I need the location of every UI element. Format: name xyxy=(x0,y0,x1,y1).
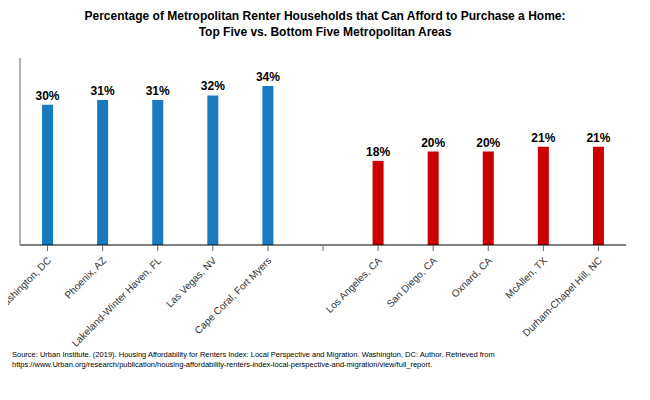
svg-text:20%: 20% xyxy=(421,136,445,150)
svg-text:Oxnard, CA: Oxnard, CA xyxy=(449,255,494,300)
svg-text:San Diego, CA: San Diego, CA xyxy=(384,255,439,310)
svg-text:Durham-Chapel Hill, NC: Durham-Chapel Hill, NC xyxy=(520,255,604,339)
svg-text:30%: 30% xyxy=(36,89,60,103)
svg-text:20%: 20% xyxy=(476,136,500,150)
svg-text:Lakeland-Winter Haven, FL: Lakeland-Winter Haven, FL xyxy=(70,255,164,349)
svg-text:32%: 32% xyxy=(201,79,225,93)
svg-text:Phoenix, AZ: Phoenix, AZ xyxy=(62,255,108,301)
html-text:https://www.Urban.org/research: https://www.Urban.org/research/publicati… xyxy=(12,360,433,369)
svg-text:31%: 31% xyxy=(146,84,170,98)
svg-text:21%: 21% xyxy=(531,131,555,145)
svg-text:Las Vegas, NV: Las Vegas, NV xyxy=(164,255,219,310)
svg-text:Los Angeles, CA: Los Angeles, CA xyxy=(324,255,384,315)
svg-text:Cape Coral, Fort Myers: Cape Coral, Fort Myers xyxy=(192,255,273,336)
svg-text:34%: 34% xyxy=(256,70,280,84)
html-text:Top Five vs. Bottom Five Metro: Top Five vs. Bottom Five Metropolitan Ar… xyxy=(198,25,452,39)
svg-text:21%: 21% xyxy=(586,131,610,145)
svg-text:18%: 18% xyxy=(366,145,390,159)
html-text:Percentage of Metropolitan Ren: Percentage of Metropolitan Renter Househ… xyxy=(84,9,566,23)
svg-text:McAllen, TX: McAllen, TX xyxy=(503,255,549,301)
html-text:Source: Urban Institute. (2019: Source: Urban Institute. (2019). Housing… xyxy=(12,350,495,359)
svg-text:31%: 31% xyxy=(91,84,115,98)
svg-text:Washington, DC: Washington, DC xyxy=(8,255,53,314)
